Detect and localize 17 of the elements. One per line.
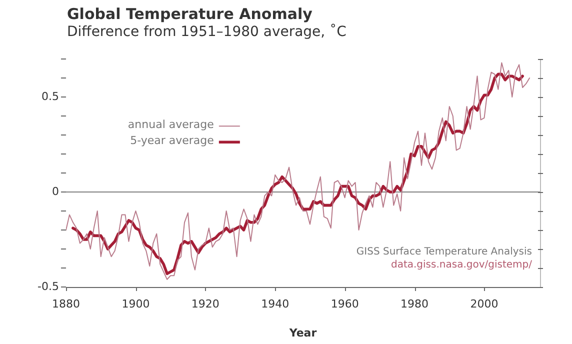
y-tick-label: 0 — [52, 184, 59, 198]
chart-subtitle: Difference from 1951–1980 average, ˚C — [67, 24, 346, 40]
legend-label: annual average — [128, 118, 214, 131]
annotation: data.giss.nasa.gov/gistemp/ — [390, 260, 533, 271]
x-tick-label: 1880 — [52, 297, 80, 310]
x-axis-title: Year — [288, 326, 318, 340]
legend-label: 5-year average — [130, 134, 214, 147]
y-tick-label: 0.5 — [42, 90, 59, 103]
x-tick-label: 1920 — [191, 297, 220, 310]
x-tick-label: 1960 — [330, 297, 359, 310]
x-tick-label: 1940 — [261, 297, 290, 310]
y-tick-label: -0.5 — [38, 280, 59, 293]
annotation: GISS Surface Temperature Analysis — [356, 246, 532, 258]
x-tick-label: 2000 — [470, 297, 498, 310]
x-tick-label: 1980 — [400, 297, 429, 310]
x-tick-label: 1900 — [122, 297, 150, 310]
chart-title: Global Temperature Anomaly — [67, 5, 312, 23]
